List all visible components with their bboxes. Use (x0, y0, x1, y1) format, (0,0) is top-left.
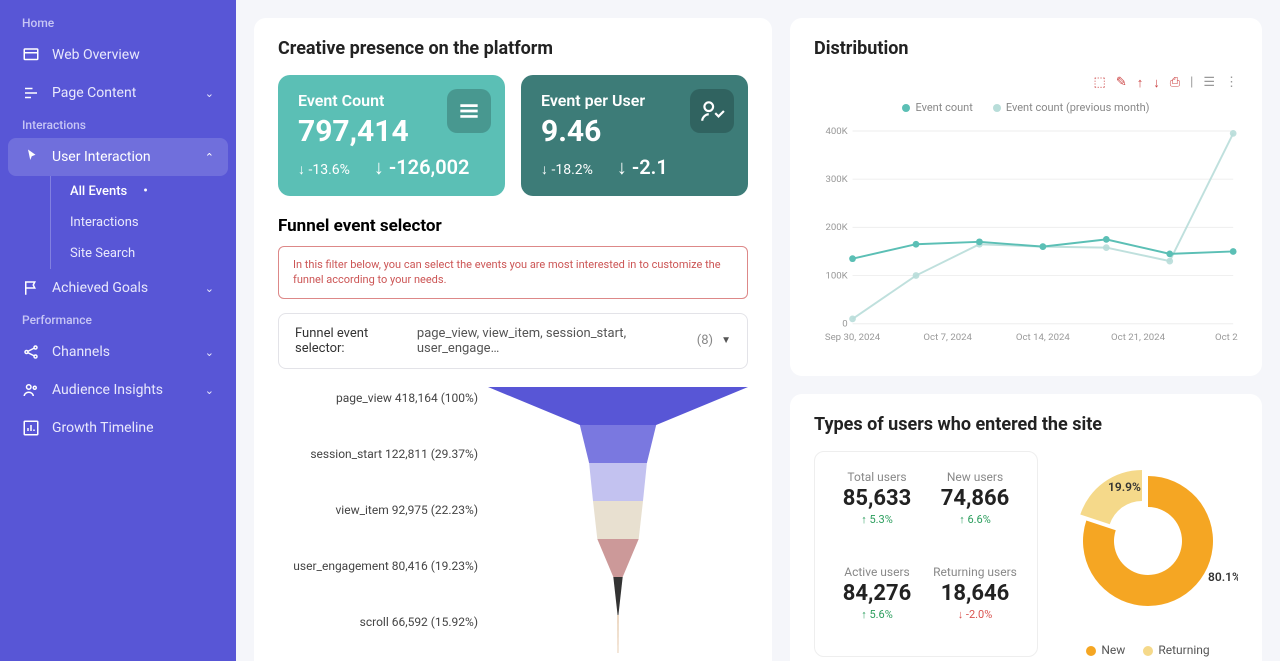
svg-text:Oct 7, 2024: Oct 7, 2024 (923, 332, 972, 343)
svg-text:80.1%: 80.1% (1208, 570, 1238, 584)
section-performance: Performance (0, 307, 236, 333)
svg-text:100K: 100K (825, 270, 848, 281)
kpi-delta-pct: ↓ -18.2% (541, 161, 593, 178)
web-icon (22, 46, 40, 64)
svg-text:300K: 300K (825, 174, 848, 185)
chart-toolbar: ⬚ ✎ ↑ ↓ ⎙ | ☰ ⋮ (814, 75, 1238, 91)
funnel-step-label: user_engagement 80,416 (19.23%) (278, 559, 478, 597)
svg-text:Sep 30, 2024: Sep 30, 2024 (825, 332, 881, 343)
users-icon (22, 381, 40, 399)
chart-icon (22, 419, 40, 437)
funnel-selector[interactable]: Funnel event selector: page_view, view_i… (278, 313, 748, 369)
sidebar-label: Channels (52, 344, 110, 360)
tool-filter-icon[interactable]: ☰ (1203, 75, 1215, 91)
creative-presence-card: Creative presence on the platform Event … (254, 18, 772, 661)
svg-text:0: 0 (842, 319, 847, 330)
user-stat: Total users85,633↑ 5.3% (833, 470, 921, 543)
chevron-down-icon: ⌄ (205, 346, 214, 359)
chevron-down-icon: ⌄ (205, 87, 214, 100)
tool-export-icon[interactable]: ⎙ (1170, 75, 1180, 91)
card-title: Types of users who entered the site (814, 414, 1238, 435)
flag-icon (22, 279, 40, 297)
sidebar-label: Web Overview (52, 47, 140, 63)
user-stat: Active users84,276↑ 5.6% (833, 565, 921, 638)
pointer-icon (22, 148, 40, 166)
sidebar-item-achieved-goals[interactable]: Achieved Goals ⌄ (0, 269, 236, 307)
sidebar-item-user-interaction[interactable]: User Interaction ⌃ (8, 138, 228, 176)
distribution-card: Distribution ⬚ ✎ ↑ ↓ ⎙ | ☰ ⋮ Event count… (790, 18, 1262, 376)
sidebar-item-all-events[interactable]: All Events (40, 176, 236, 207)
funnel-step-label: page_view 418,164 (100%) (278, 391, 478, 429)
section-interactions: Interactions (0, 112, 236, 138)
tool-down-icon[interactable]: ↓ (1153, 75, 1160, 91)
chevron-down-icon: ⌄ (205, 384, 214, 397)
funnel-step-label: scroll 66,592 (15.92%) (278, 615, 478, 653)
funnel-title: Funnel event selector (278, 216, 748, 236)
card-title: Creative presence on the platform (278, 38, 748, 59)
svg-text:400K: 400K (825, 126, 848, 137)
user-stat: New users74,866↑ 6.6% (931, 470, 1019, 543)
user-check-icon (690, 89, 734, 133)
chevron-down-icon: ⌄ (205, 282, 214, 295)
funnel-step-label: view_item 92,975 (22.23%) (278, 503, 478, 541)
sidebar-item-channels[interactable]: Channels ⌄ (0, 333, 236, 371)
kpi-event-per-user: Event per User 9.46 ↓ -18.2% ↓ -2.1 (521, 75, 748, 196)
main-content: Creative presence on the platform Event … (236, 0, 1280, 661)
card-title: Distribution (814, 38, 1238, 59)
svg-text:Oct 28,…: Oct 28,… (1215, 332, 1238, 343)
sidebar-item-interactions[interactable]: Interactions (40, 207, 236, 238)
chart-legend: Event count Event count (previous month) (814, 101, 1238, 114)
user-stats-grid: Total users85,633↑ 5.3%New users74,866↑ … (814, 451, 1038, 657)
sidebar-item-audience-insights[interactable]: Audience Insights ⌄ (0, 371, 236, 409)
svg-text:19.9%: 19.9% (1108, 480, 1141, 494)
user-stat: Returning users18,646↓ -2.0% (931, 565, 1019, 638)
kpi-delta-abs: ↓ -126,002 (374, 155, 470, 180)
sidebar-label: Page Content (52, 85, 136, 101)
sidebar-submenu: All Events Interactions Site Search (0, 176, 236, 269)
chevron-up-icon: ⌃ (205, 151, 214, 164)
tool-divider: | (1190, 75, 1193, 91)
share-icon (22, 343, 40, 361)
svg-text:Oct 21, 2024: Oct 21, 2024 (1111, 332, 1166, 343)
svg-text:200K: 200K (825, 222, 848, 233)
sidebar: Home Web Overview Page Content ⌄ Interac… (0, 0, 236, 661)
tool-more-icon[interactable]: ⋮ (1225, 75, 1238, 91)
funnel-note: In this filter below, you can select the… (278, 246, 748, 299)
tool-edit-icon[interactable]: ✎ (1116, 75, 1127, 91)
sidebar-item-page-content[interactable]: Page Content ⌄ (0, 74, 236, 112)
kpi-event-count: Event Count 797,414 ↓ -13.6% ↓ -126,002 (278, 75, 505, 196)
sidebar-item-web-overview[interactable]: Web Overview (0, 36, 236, 74)
funnel-chart: page_view 418,164 (100%) session_start 12… (278, 387, 748, 661)
tool-select-icon[interactable]: ⬚ (1094, 75, 1106, 91)
sidebar-label: Growth Timeline (52, 420, 154, 436)
user-types-card: Types of users who entered the site Tota… (790, 394, 1262, 661)
svg-text:Oct 14, 2024: Oct 14, 2024 (1016, 332, 1071, 343)
caret-down-icon: ▼ (721, 335, 731, 346)
sidebar-label: Audience Insights (52, 382, 163, 398)
sidebar-label: User Interaction (52, 149, 151, 165)
kpi-delta-abs: ↓ -2.1 (617, 155, 668, 180)
section-home: Home (0, 10, 236, 36)
tool-up-icon[interactable]: ↑ (1137, 75, 1144, 91)
sidebar-label: Achieved Goals (52, 280, 148, 296)
content-icon (22, 84, 40, 102)
kpi-delta-pct: ↓ -13.6% (298, 161, 350, 178)
donut-chart: 80.1%19.9% New Returning (1058, 451, 1238, 657)
menu-icon (447, 89, 491, 133)
funnel-step-label: session_start 122,811 (29.37%) (278, 447, 478, 485)
sidebar-item-growth-timeline[interactable]: Growth Timeline (0, 409, 236, 447)
distribution-chart: 0 100K 200K 300K 400K Sep 30, 2024 Oct 7, 2024… (814, 122, 1238, 352)
sidebar-item-site-search[interactable]: Site Search (40, 238, 236, 269)
